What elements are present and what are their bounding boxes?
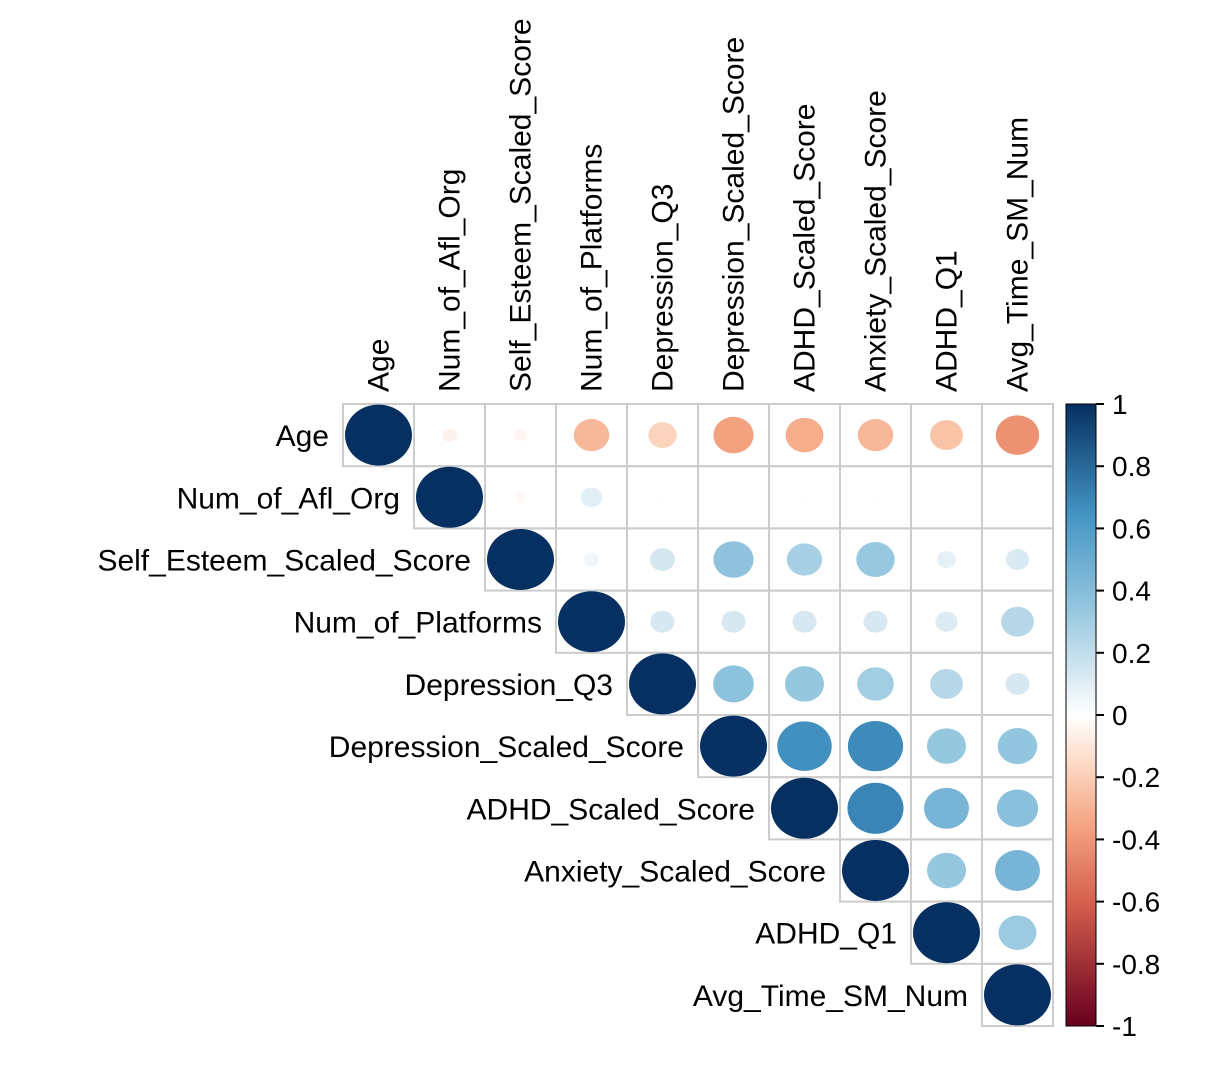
row-label: Num_of_Platforms: [294, 607, 542, 640]
column-label: Num_of_Platforms: [576, 144, 609, 392]
correlation-circle: [926, 852, 967, 889]
row-labels: Age Num_of_Afl_Org Self_Esteem_Scaled_Scor…: [97, 420, 968, 1013]
legend-tick-label: 1: [1112, 389, 1128, 420]
correlation-circle: [580, 487, 603, 507]
correlation-circle: [558, 591, 625, 653]
correlation-circle: [784, 666, 825, 702]
correlation-circle: [842, 840, 909, 901]
column-label: ADHD_Q1: [931, 250, 964, 392]
correlation-circle: [1005, 548, 1030, 571]
correlation-circle: [785, 417, 824, 453]
correlation-circle: [995, 415, 1040, 455]
correlation-circle: [863, 610, 888, 633]
correlation-circle: [801, 494, 808, 501]
row-label: ADHD_Scaled_Score: [467, 793, 755, 826]
legend-tick-label: -0.6: [1112, 887, 1160, 918]
correlation-circle: [442, 428, 457, 442]
row-label: ADHD_Q1: [755, 918, 897, 951]
column-label: Depression_Scaled_Score: [718, 37, 751, 392]
row-label: Age: [276, 420, 329, 453]
correlation-circle: [998, 915, 1037, 950]
correlation-circle: [777, 721, 832, 771]
correlation-circle: [937, 550, 956, 569]
color-legend: 1 0.8 0.6 0.4 0.2 0 -0.2 -0.4 -0.6 -0.8 -1: [1065, 389, 1160, 1042]
legend-tick-label: 0.2: [1112, 638, 1151, 669]
grid-cell: [981, 962, 1054, 1027]
correlation-circle: [700, 715, 767, 777]
correlation-circle: [930, 420, 963, 451]
correlation-circle: [913, 902, 980, 964]
correlation-circle: [995, 850, 1040, 891]
grid-cell: [697, 465, 770, 530]
correlation-circle: [487, 529, 554, 590]
column-label: Avg_Time_SM_Num: [1002, 117, 1035, 392]
correlation-circle: [856, 541, 895, 578]
row-label: Anxiety_Scaled_Score: [524, 856, 826, 889]
legend-tick-label: 0.6: [1112, 513, 1151, 544]
correlation-circle: [1005, 672, 1030, 695]
correlation-circle: [935, 611, 958, 632]
correlation-circle: [345, 404, 412, 466]
correlation-circle: [847, 720, 904, 772]
legend-tick-label: -0.4: [1112, 824, 1160, 855]
correlation-circle: [713, 665, 754, 703]
correlation-circle: [514, 492, 527, 503]
correlation-circle: [930, 668, 963, 699]
grid-cell: [910, 465, 983, 530]
correlation-circle: [1001, 606, 1034, 637]
correlation-circle: [997, 728, 1038, 765]
correlation-circle: [713, 416, 754, 454]
correlation-circles: [345, 404, 1051, 1026]
correlation-circle: [721, 610, 746, 633]
row-label: Avg_Time_SM_Num: [693, 980, 968, 1013]
correlation-circle: [513, 429, 528, 442]
column-label: Anxiety_Scaled_Score: [860, 90, 893, 392]
row-label: Self_Esteem_Scaled_Score: [97, 545, 471, 578]
row-label: Depression_Scaled_Score: [329, 731, 684, 764]
correlation-circle: [1015, 495, 1020, 500]
correlation-circle: [926, 728, 967, 764]
correlation-circle: [786, 543, 823, 576]
correlation-circle: [771, 777, 838, 839]
correlation-circle: [648, 422, 677, 449]
correlation-circle: [629, 653, 696, 715]
legend-tick-label: -0.8: [1112, 949, 1160, 980]
column-label: Num_of_Afl_Org: [434, 169, 467, 392]
correlation-circle: [857, 418, 894, 452]
correlation-circle: [857, 667, 894, 701]
correlation-circle: [659, 494, 666, 501]
legend-tick-label: 0.4: [1112, 576, 1151, 607]
correlation-circle: [584, 552, 599, 567]
column-label: Age: [363, 339, 396, 392]
correlation-circle: [984, 964, 1051, 1026]
correlation-circle: [713, 541, 754, 578]
correlation-circle: [872, 494, 879, 501]
correlation-circle: [573, 418, 610, 452]
correlation-circle: [924, 787, 969, 829]
legend-tick-label: -1: [1112, 1011, 1137, 1042]
legend-tick-label: 0: [1112, 700, 1128, 731]
legend-tick-label: -0.2: [1112, 762, 1160, 793]
correlation-circle: [649, 548, 676, 571]
correlation-circle: [650, 610, 675, 633]
correlation-circle: [416, 466, 483, 528]
correlation-circle: [996, 789, 1039, 828]
correlation-circle: [847, 782, 904, 834]
grid-cells: [342, 403, 1054, 1027]
row-label: Num_of_Afl_Org: [177, 482, 400, 515]
row-label: Depression_Q3: [405, 669, 613, 702]
correlation-circle: [792, 610, 817, 633]
legend-color-bar: [1065, 403, 1097, 1027]
column-label: Self_Esteem_Scaled_Score: [505, 18, 538, 392]
column-label: Depression_Q3: [647, 184, 680, 392]
legend-tick-label: 0.8: [1112, 451, 1151, 482]
column-label: ADHD_Scaled_Score: [789, 104, 822, 392]
column-labels: Age Num_of_Afl_Org Self_Esteem_Scaled_Scor…: [363, 18, 1035, 392]
